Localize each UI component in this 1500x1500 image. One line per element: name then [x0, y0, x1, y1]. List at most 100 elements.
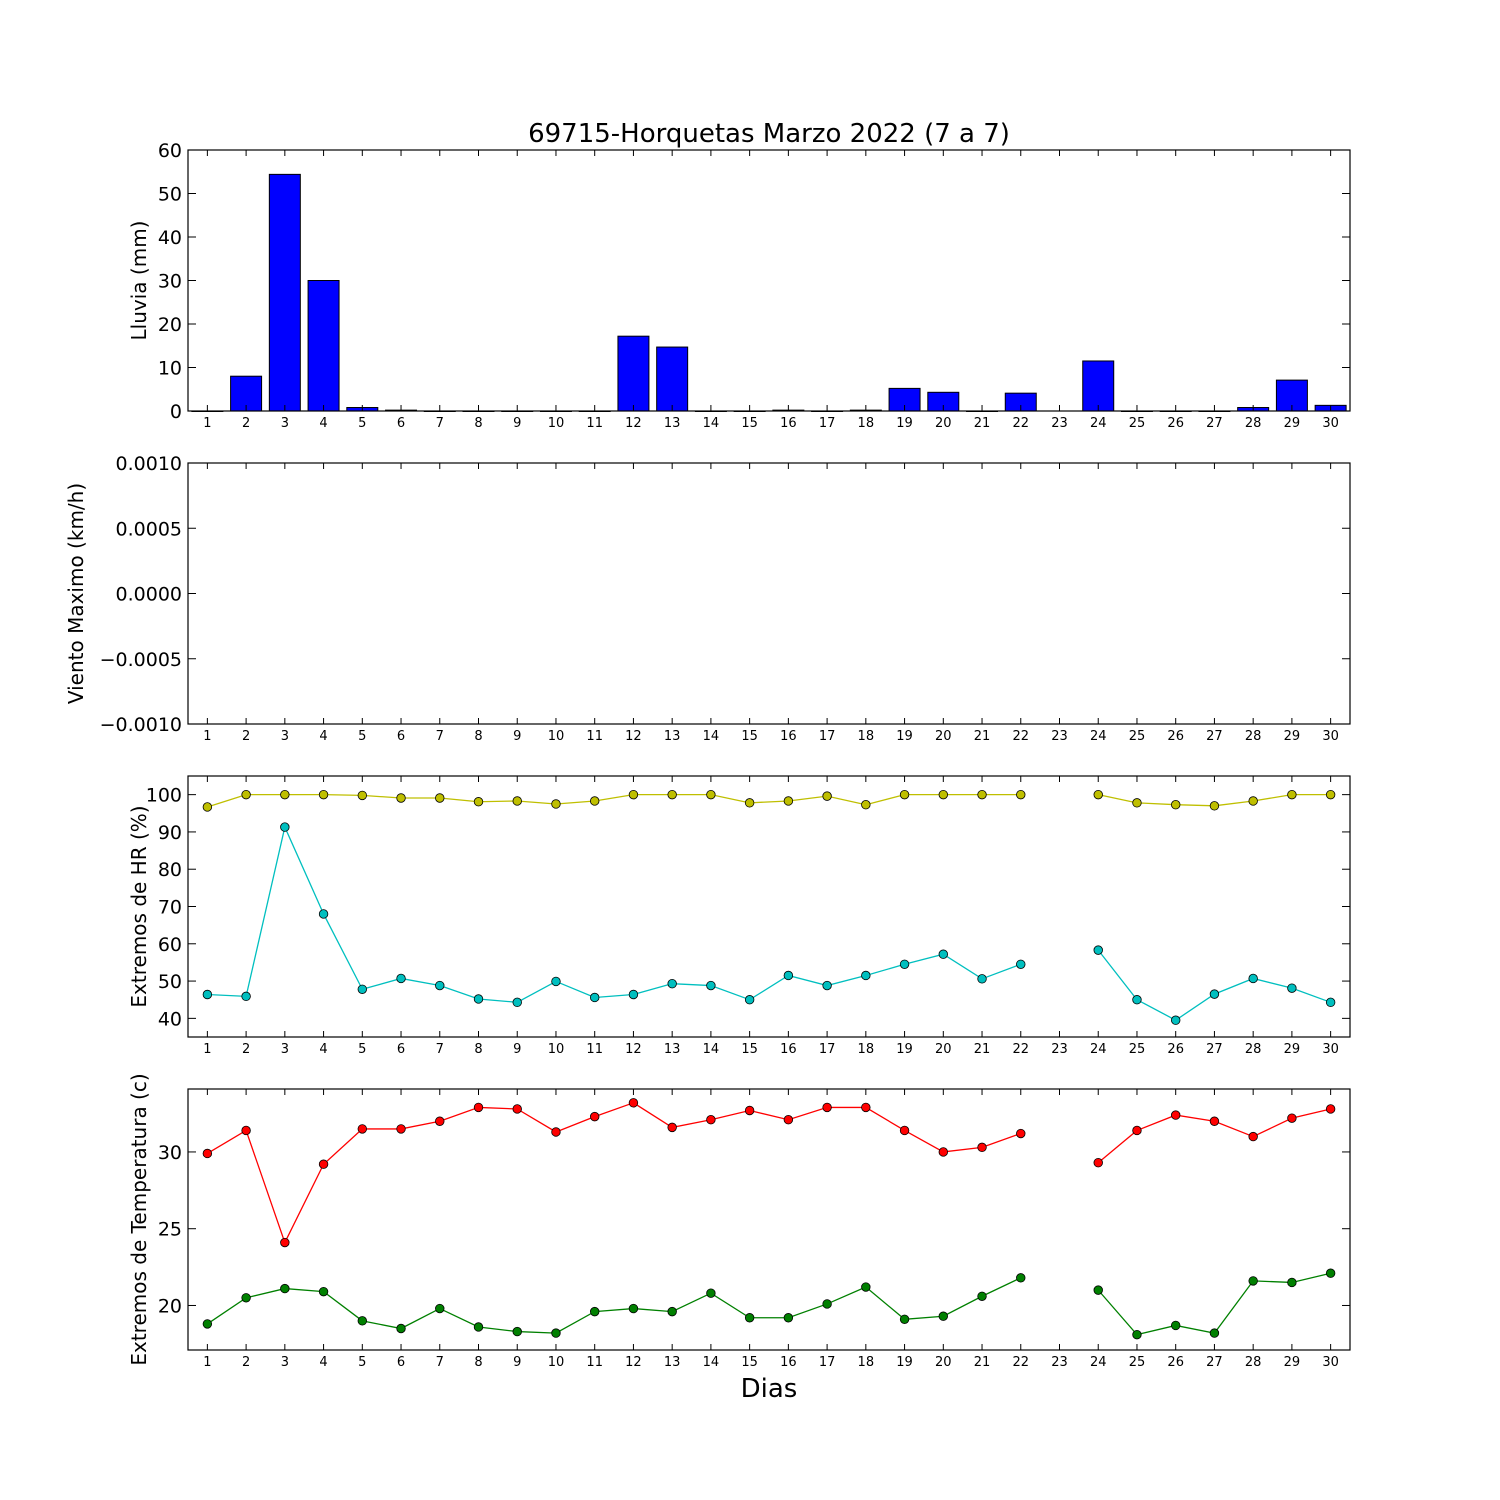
y-tick-label: 0.0005: [116, 518, 182, 540]
data-point: [1170, 800, 1181, 810]
data-point: [512, 997, 522, 1008]
data-point: [1325, 997, 1336, 1008]
data-point: [1287, 1113, 1297, 1123]
x-tick-label: 6: [397, 1042, 405, 1057]
x-tick-label: 4: [319, 729, 327, 744]
data-point: [1325, 1268, 1336, 1278]
rain-bar: [656, 346, 689, 412]
x-tick-label: 7: [436, 729, 444, 744]
data-point: [435, 1303, 445, 1314]
y-tick-label: 40: [158, 227, 182, 249]
y-axis-label: Extremos de Temperatura (c): [127, 1073, 151, 1365]
x-tick-label: 1: [203, 1355, 211, 1370]
x-tick-label: 14: [703, 1042, 720, 1057]
data-point: [318, 789, 329, 800]
data-point: [590, 992, 600, 1003]
data-point: [396, 1124, 406, 1134]
data-point: [512, 796, 522, 806]
data-point: [435, 1116, 445, 1126]
x-tick-label: 19: [896, 416, 913, 431]
x-tick-label: 24: [1090, 729, 1107, 744]
x-tick-label: 27: [1206, 729, 1223, 744]
x-tick-label: 5: [358, 416, 366, 431]
rain-bar: [1082, 360, 1115, 412]
data-point: [590, 1306, 600, 1317]
series-line: [207, 793, 1021, 808]
data-point: [1287, 789, 1297, 800]
data-point: [1248, 1131, 1258, 1142]
x-tick-label: 4: [319, 1355, 327, 1370]
y-tick-label: 20: [158, 314, 182, 336]
wind-panel: 1 2 3 4 5 6 7 8 9 10 11 12 13 14 15 16 17 18 19 20 21 22 23 24 2…: [64, 453, 1351, 744]
x-tick-label: 14: [703, 1355, 720, 1370]
x-tick-label: 8: [474, 729, 482, 744]
data-point: [435, 793, 445, 803]
y-tick-label: 10: [158, 358, 182, 380]
data-point: [1209, 801, 1220, 811]
data-point: [667, 1306, 677, 1317]
y-tick-label: 100: [146, 785, 182, 807]
x-axis-label: Dias: [741, 1374, 798, 1404]
x-tick-label: 18: [858, 1042, 875, 1057]
y-tick-label: 25: [158, 1219, 182, 1241]
data-point: [744, 1105, 755, 1116]
x-tick-label: 9: [513, 416, 521, 431]
x-tick-label: 7: [436, 1355, 444, 1370]
data-point: [1170, 1015, 1181, 1025]
x-tick-label: 22: [1012, 729, 1029, 744]
data-point: [512, 1104, 522, 1114]
data-point: [1093, 1285, 1103, 1295]
y-axis-label: Extremos de HR (%): [127, 805, 151, 1007]
data-point: [280, 1237, 290, 1248]
data-point: [744, 995, 755, 1005]
x-tick-label: 11: [586, 416, 603, 431]
data-point: [628, 1303, 639, 1314]
x-tick-label: 19: [896, 729, 913, 744]
x-tick-label: 30: [1322, 1042, 1339, 1057]
data-point: [1016, 1128, 1026, 1139]
rainfall-panel: 1 2 3 4 5 6 7 8 9 10 11 12 13 14 15 16 17 18 19 20 21 22 23 24 2…: [127, 140, 1351, 431]
data-point: [202, 802, 213, 812]
data-point: [1325, 789, 1336, 800]
data-point: [473, 994, 484, 1004]
x-tick-label: 20: [935, 1355, 952, 1370]
data-point: [899, 1125, 910, 1136]
x-tick-label: 6: [397, 416, 405, 431]
x-tick-label: 28: [1245, 1355, 1262, 1370]
data-point: [783, 796, 794, 806]
y-tick-label: 80: [158, 859, 182, 881]
data-point: [783, 970, 794, 981]
rain-bar: [617, 335, 650, 412]
data-point: [744, 798, 755, 808]
x-tick-label: 18: [858, 416, 875, 431]
data-point: [977, 1291, 987, 1301]
x-tick-label: 26: [1167, 1042, 1184, 1057]
data-point: [473, 797, 484, 807]
data-point: [473, 1102, 484, 1113]
x-tick-label: 8: [474, 1355, 482, 1370]
data-point: [1170, 1110, 1181, 1120]
x-tick-label: 26: [1167, 729, 1184, 744]
data-point: [241, 991, 251, 1002]
x-tick-label: 14: [703, 416, 720, 431]
x-tick-label: 20: [935, 416, 952, 431]
x-tick-label: 22: [1012, 1355, 1029, 1370]
series-line: [207, 1277, 1022, 1334]
data-point: [1016, 789, 1026, 800]
x-tick-label: 29: [1284, 729, 1301, 744]
x-tick-label: 21: [974, 729, 991, 744]
data-point: [667, 978, 677, 989]
data-point: [1016, 959, 1026, 969]
rain-bar: [268, 173, 301, 412]
x-tick-label: 9: [513, 1042, 521, 1057]
data-point: [938, 789, 949, 800]
data-point: [318, 909, 329, 919]
humidity-panel: 1 2 3 4 5 6 7 8 9 10 11 12 13 14 15 16 17 18 19 20 21 22 23 24 2…: [127, 775, 1351, 1057]
y-tick-label: 50: [158, 971, 182, 993]
data-point: [396, 973, 406, 984]
data-point: [861, 970, 871, 981]
data-point: [706, 789, 716, 800]
data-point: [628, 789, 639, 800]
y-tick-label: −0.0010: [100, 714, 182, 736]
x-tick-label: 29: [1284, 1042, 1301, 1057]
